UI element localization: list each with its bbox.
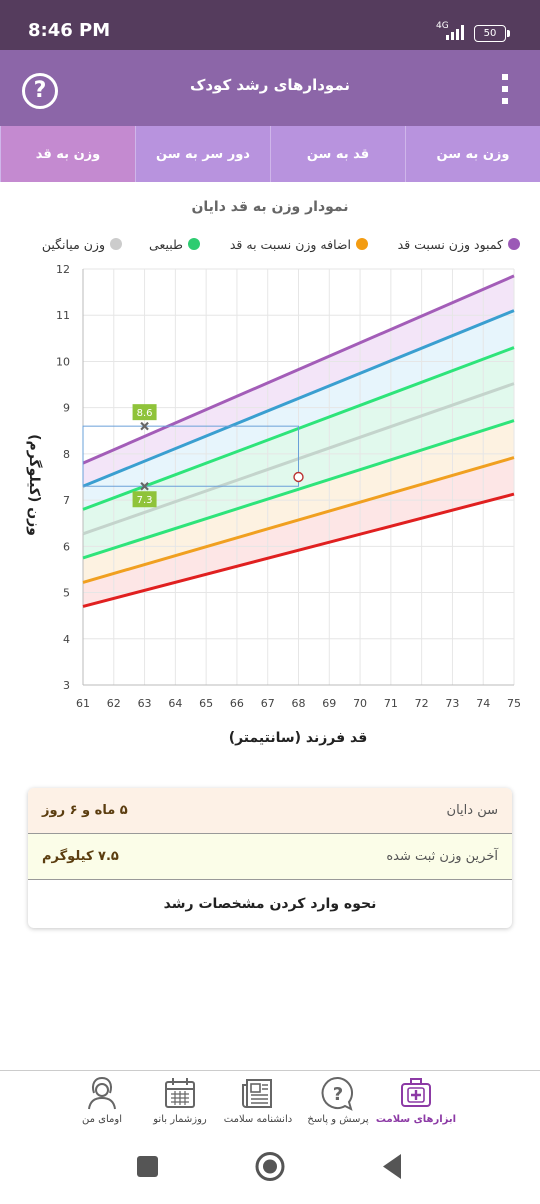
marker-label: 8.6 <box>137 408 153 419</box>
weight-for-height-chart: 61 62 63 64 65 66 67 68 69 70 71 72 73 74 753456789101… <box>26 263 521 746</box>
legend-swatch <box>508 238 520 250</box>
series-line-5 <box>82 456 515 584</box>
marker-badge <box>132 404 157 421</box>
series-line-4 <box>82 419 515 560</box>
marker-cross <box>140 421 149 431</box>
legend-item-underweight[interactable]: کمبود وزن نسبت قد <box>398 237 520 259</box>
profile-icon <box>88 1076 116 1110</box>
chart-title: نمودار وزن به قد دایان <box>191 199 349 215</box>
chart-legend: کمبود وزن نسبت قد اضافه وزن نسبت به قد ط… <box>0 237 540 259</box>
legend-label: اضافه وزن نسبت به قد <box>229 237 351 252</box>
legend-item-overweight[interactable]: اضافه وزن نسبت به قد <box>230 237 368 259</box>
system-navigation-bar <box>0 1140 540 1200</box>
x-tick-label: 65 <box>199 697 213 710</box>
how-to-enter-growth-button[interactable]: نحوه وارد کردن مشخصات رشد <box>163 896 377 912</box>
marker-label: 7.3 <box>137 495 153 506</box>
nav-health-tools[interactable]: ابزارهای سلامت <box>362 1075 470 1137</box>
child-data-point[interactable] <box>293 471 304 483</box>
medical-kit-icon <box>401 1078 431 1107</box>
x-axis-label: قد فرزند (سانتیمتر) <box>229 730 368 746</box>
system-nav-buttons <box>137 1152 401 1181</box>
x-tick-label: 70 <box>353 697 367 710</box>
x-tick-label: 68 <box>292 697 306 710</box>
status-time: 8:46 PM <box>28 20 111 41</box>
x-tick-label: 64 <box>168 697 182 710</box>
legend-swatch <box>110 238 122 250</box>
nav-label: پرسش و پاسخ <box>307 1114 369 1125</box>
nav-my-profile[interactable]: اومای من <box>48 1075 156 1137</box>
overflow-menu-icon[interactable] <box>496 72 518 106</box>
last-weight-label: آخرین وزن ثبت شده <box>386 849 498 864</box>
y-tick-label: 3 <box>63 679 70 692</box>
signal-icon <box>446 25 464 40</box>
series-line-6 <box>82 492 515 608</box>
y-axis-label: وزن (کیلوگرم) <box>26 434 43 536</box>
last-weight-row: آخرین وزن ثبت شده ۷.۵ کیلوگرم <box>28 834 512 879</box>
nav-label: روزشمار بانو <box>153 1114 207 1125</box>
y-tick-label: 11 <box>56 309 70 322</box>
nav-lady-calendar[interactable]: روزشمار بانو <box>126 1075 234 1137</box>
x-tick-label: 72 <box>415 697 429 710</box>
legend-item-normal[interactable]: طبیعی <box>149 237 200 259</box>
y-tick-label: 7 <box>63 494 70 507</box>
tab-height-for-age[interactable]: قد به سن <box>270 126 405 182</box>
y-tick-label: 4 <box>63 633 70 646</box>
y-tick-label: 5 <box>63 587 70 600</box>
y-tick-label: 8 <box>63 448 70 461</box>
tab-weight-for-age[interactable]: وزن به سن <box>405 126 540 182</box>
nav-label: اومای من <box>82 1114 122 1125</box>
status-bar: 8:46 PM 4G 50 <box>0 0 540 50</box>
x-tick-label: 71 <box>384 697 398 710</box>
recent-apps-icon[interactable] <box>137 1156 158 1177</box>
child-age-row: سن دایان ۵ ماه و ۶ روز <box>28 788 512 833</box>
y-tick-label: 10 <box>56 355 70 368</box>
child-age-label: سن دایان <box>446 803 498 818</box>
reference-box <box>82 425 299 487</box>
help-button[interactable]: ? <box>22 73 58 109</box>
growth-info-card: سن دایان ۵ ماه و ۶ روز آخرین وزن ثبت شده… <box>28 788 512 928</box>
y-tick-label: 6 <box>63 540 70 553</box>
svg-text:?: ? <box>333 1084 343 1105</box>
x-tick-label: 67 <box>261 697 275 710</box>
legend-swatch <box>356 238 368 250</box>
marker-badge <box>132 491 157 508</box>
marker-cross <box>140 481 149 491</box>
x-tick-label: 73 <box>445 697 459 710</box>
x-tick-label: 66 <box>230 697 244 710</box>
calendar-icon <box>165 1078 195 1108</box>
nav-health-encyclopedia[interactable]: دانشنامه سلامت <box>204 1075 312 1137</box>
network-type: 4G <box>436 21 449 31</box>
nav-label: دانشنامه سلامت <box>223 1114 293 1125</box>
battery-icon: 50 <box>474 25 510 42</box>
newspaper-icon <box>242 1079 272 1108</box>
legend-item-average-weight[interactable]: وزن میانگین <box>42 237 122 259</box>
app-title: نمودارهای رشد کودک <box>189 76 351 94</box>
tab-head-circumference-for-age[interactable]: دور سر به سن <box>135 126 270 182</box>
legend-swatch <box>188 238 200 250</box>
legend-label: وزن میانگین <box>41 237 105 252</box>
x-tick-label: 74 <box>476 697 490 710</box>
nav-label: ابزارهای سلامت <box>375 1114 457 1125</box>
series-line-0 <box>82 274 515 465</box>
y-tick-label: 9 <box>63 402 70 415</box>
x-tick-label: 61 <box>76 697 90 710</box>
home-icon[interactable] <box>255 1152 285 1181</box>
chart-tabs: وزن به سن قد به سن دور سر به سن وزن به ق… <box>0 126 540 182</box>
child-age-value: ۵ ماه و ۶ روز <box>42 803 128 818</box>
x-tick-label: 75 <box>507 697 521 710</box>
y-tick-label: 12 <box>56 263 70 276</box>
tab-weight-for-height[interactable]: وزن به قد <box>0 126 135 182</box>
legend-label: کمبود وزن نسبت قد <box>397 237 503 252</box>
legend-label: طبیعی <box>149 237 183 252</box>
question-bubble-icon: ? <box>321 1076 353 1111</box>
x-tick-label: 62 <box>107 697 121 710</box>
app-bar <box>0 50 540 126</box>
back-icon[interactable] <box>383 1154 401 1179</box>
x-tick-label: 63 <box>138 697 152 710</box>
nav-questions[interactable]: ? پرسش و پاسخ <box>284 1075 392 1137</box>
x-tick-label: 69 <box>322 697 336 710</box>
bottom-navigation: ابزارهای سلامت ? پرسش و پاسخ دانشنامه سل… <box>0 1070 540 1141</box>
last-weight-value: ۷.۵ کیلوگرم <box>42 849 119 864</box>
series-line-1 <box>82 309 515 488</box>
